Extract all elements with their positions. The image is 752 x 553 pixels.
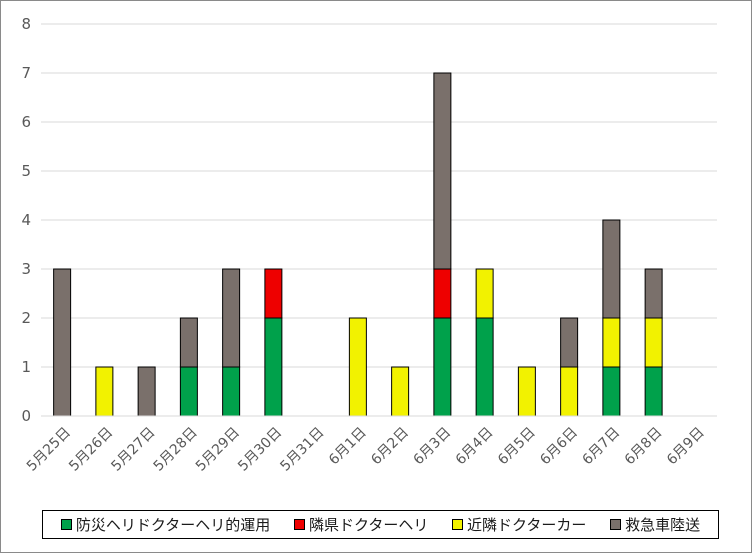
x-tick-label: 6月2日: [368, 425, 412, 469]
bar-segment-3: [391, 366, 410, 417]
y-tick-label: 5: [21, 162, 31, 180]
bar-segment-1: [433, 317, 452, 417]
legend-item-救急車陸送: 救急車陸送: [610, 514, 700, 535]
legend-item-隣県ドクターヘリ: 隣県ドクターヘリ: [293, 514, 429, 535]
bar-segment-4: [560, 317, 579, 368]
grid-lines: [41, 23, 717, 368]
x-tick-label: 6月7日: [579, 425, 623, 469]
bar-segment-3: [602, 317, 621, 368]
legend-label: 近隣ドクターカー: [467, 516, 587, 534]
x-axis-ticks: 5月25日5月26日5月27日5月28日5月29日5月30日5月31日6月1日6…: [24, 425, 708, 475]
legend-label: 隣県ドクターヘリ: [308, 516, 429, 534]
legend-swatch-red: [293, 519, 305, 530]
x-tick-label: 5月28日: [151, 425, 201, 475]
bar-segment-1: [222, 366, 241, 417]
x-tick-label: 6月1日: [326, 425, 370, 469]
legend-swatch-yellow: [452, 519, 464, 530]
legend-swatch-gray: [610, 519, 622, 530]
legend-item-防災ヘリ: 防災ヘリドクターヘリ的運用: [60, 514, 271, 535]
bar-segment-3: [517, 366, 536, 417]
legend-item-近隣ドクターカー: 近隣ドクターカー: [452, 514, 586, 535]
y-tick-label: 3: [21, 260, 31, 278]
y-tick-label: 7: [21, 64, 31, 82]
legend: 防災ヘリドクターヘリ的運用 隣県ドクターヘリ 近隣ドクターカー 救急車陸送: [42, 510, 719, 539]
x-tick-label: 6月8日: [622, 425, 666, 469]
bar-segment-1: [602, 366, 621, 417]
bar-segment-2: [264, 268, 283, 319]
bar-segment-3: [95, 366, 114, 417]
x-tick-label: 5月26日: [66, 425, 116, 475]
x-tick-label: 5月27日: [108, 425, 158, 475]
bar-segment-3: [475, 268, 494, 319]
x-tick-label: 6月5日: [495, 425, 539, 469]
bar-segment-4: [222, 268, 241, 368]
y-tick-label: 0: [21, 407, 31, 425]
bar-segment-4: [137, 366, 156, 417]
x-tick-label: 5月30日: [235, 425, 285, 475]
legend-label: 救急車陸送: [625, 516, 701, 534]
bar-segment-3: [644, 317, 663, 368]
bar-segment-1: [644, 366, 663, 417]
legend-label: 防災ヘリドクターヘリ的運用: [75, 516, 271, 534]
x-tick-label: 6月6日: [537, 425, 581, 469]
x-tick-label: 5月29日: [193, 425, 243, 475]
bar-segment-4: [179, 317, 198, 368]
x-tick-label: 6月9日: [664, 425, 708, 469]
bar-segment-4: [433, 72, 452, 270]
bar-segment-1: [179, 366, 198, 417]
bar-segment-1: [264, 317, 283, 417]
y-axis-ticks: 0 1 2 3 4 5 6 7 8: [21, 15, 31, 425]
x-tick-label: 6月4日: [453, 425, 497, 469]
bar-segment-2: [433, 268, 452, 319]
bar-segment-4: [53, 268, 72, 417]
x-tick-label: 5月31日: [277, 425, 327, 475]
legend-swatch-green: [60, 519, 72, 530]
x-tick-label: 5月25日: [24, 425, 74, 475]
y-tick-label: 1: [21, 358, 31, 376]
bar-segment-4: [602, 219, 621, 319]
bars: [53, 72, 663, 417]
bar-segment-3: [348, 317, 367, 417]
y-tick-label: 6: [21, 113, 31, 131]
y-tick-label: 4: [21, 211, 31, 229]
x-tick-label: 6月3日: [410, 425, 454, 469]
bar-segment-4: [644, 268, 663, 319]
y-tick-label: 2: [21, 309, 31, 327]
bar-segment-1: [475, 317, 494, 417]
y-tick-label: 8: [21, 15, 31, 33]
bar-segment-3: [560, 366, 579, 417]
